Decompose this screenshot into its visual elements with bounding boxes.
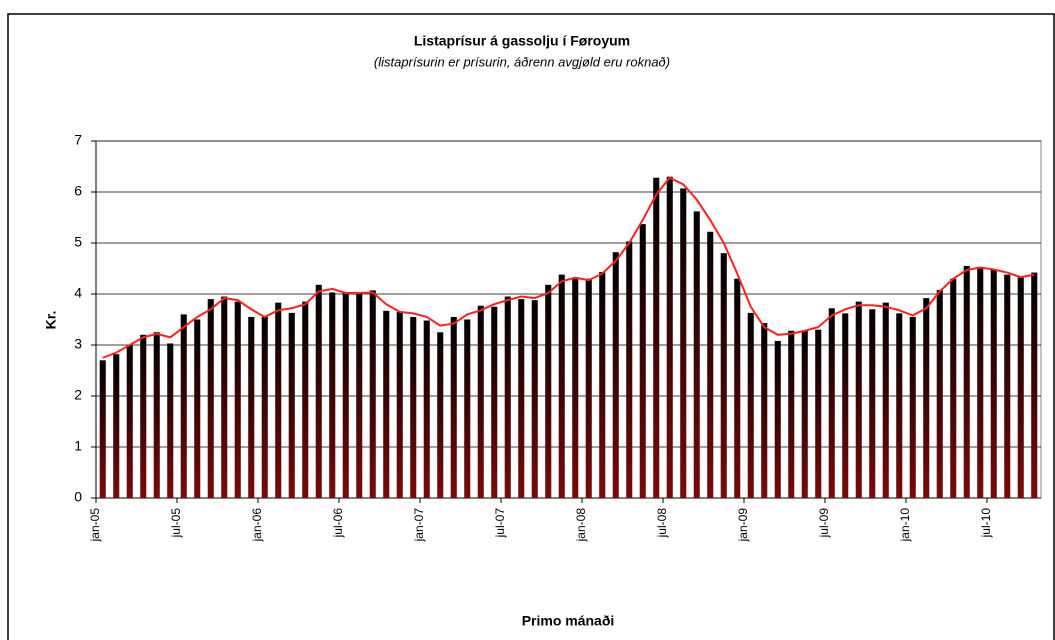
bar xyxy=(936,289,943,498)
bar xyxy=(99,360,106,498)
bar xyxy=(774,340,781,498)
bar xyxy=(437,332,444,498)
bar xyxy=(869,309,876,498)
bar xyxy=(194,319,201,498)
bar xyxy=(504,296,511,498)
x-tick-label: jan-09 xyxy=(736,508,750,543)
bar xyxy=(531,300,538,498)
bar xyxy=(410,316,417,498)
bar xyxy=(288,312,295,498)
bar xyxy=(113,354,120,498)
y-tick-label: 7 xyxy=(74,132,82,148)
x-tick-label: jul-07 xyxy=(493,508,507,539)
bar xyxy=(207,299,214,498)
x-tick-label: jul-09 xyxy=(817,508,831,539)
bar xyxy=(882,302,889,498)
bar xyxy=(585,278,592,498)
bar xyxy=(707,231,714,498)
bar xyxy=(815,329,822,498)
x-tick-label: jan-06 xyxy=(250,508,264,543)
bar xyxy=(261,316,268,498)
y-tick-label: 6 xyxy=(74,183,82,199)
x-tick-label: jan-08 xyxy=(574,508,588,543)
bar xyxy=(450,316,457,498)
bar xyxy=(234,301,241,498)
bar xyxy=(1004,274,1011,498)
bar xyxy=(275,302,282,498)
bar xyxy=(342,292,349,498)
bar xyxy=(896,313,903,498)
bar xyxy=(572,278,579,498)
bar xyxy=(653,177,660,498)
bar xyxy=(396,311,403,498)
bar xyxy=(734,278,741,498)
bar xyxy=(180,314,187,498)
bar xyxy=(167,343,174,498)
bar xyxy=(140,334,147,498)
bar xyxy=(950,278,957,498)
x-tick-label: jan-05 xyxy=(88,508,102,543)
bar xyxy=(693,211,700,498)
bar xyxy=(491,306,498,498)
y-tick-label: 1 xyxy=(74,438,82,454)
bar xyxy=(801,330,808,498)
x-tick-label: jan-07 xyxy=(412,508,426,543)
bar xyxy=(356,292,363,498)
bar xyxy=(221,296,228,498)
bar xyxy=(666,176,673,498)
bar xyxy=(909,316,916,498)
bar xyxy=(828,308,835,498)
y-tick-label: 5 xyxy=(74,234,82,250)
x-tick-label: jul-10 xyxy=(979,508,993,539)
y-axis-label: Kr. xyxy=(43,311,59,330)
x-tick-label: jul-05 xyxy=(169,508,183,539)
y-tick-label: 4 xyxy=(74,285,82,301)
y-tick-label: 0 xyxy=(74,489,82,505)
bar xyxy=(464,319,471,498)
bar xyxy=(1031,272,1038,498)
bar xyxy=(680,188,687,498)
bar xyxy=(315,284,322,498)
bar xyxy=(923,298,930,498)
bar xyxy=(626,241,633,498)
bar xyxy=(153,332,160,498)
bar xyxy=(720,253,727,498)
bar xyxy=(747,312,754,498)
bar xyxy=(545,284,552,498)
y-tick-label: 2 xyxy=(74,387,82,403)
bar xyxy=(423,320,430,498)
bar xyxy=(612,252,619,498)
bar xyxy=(788,330,795,498)
chart-subtitle: (listaprísurin er prísurin, áðrenn avgjø… xyxy=(374,54,670,69)
bar xyxy=(558,274,565,498)
line xyxy=(102,176,1035,359)
bar xyxy=(369,290,376,498)
bar xyxy=(248,316,255,498)
y-tick-label: 3 xyxy=(74,336,82,352)
bar xyxy=(761,323,768,498)
bar xyxy=(977,268,984,498)
chart-title: Listaprísur á gassolju í Føroyum xyxy=(414,33,630,49)
bar xyxy=(329,292,336,498)
bar xyxy=(477,305,484,498)
x-tick-label: jul-08 xyxy=(655,508,669,539)
x-axis-label: Primo mánaði xyxy=(522,613,615,629)
bar xyxy=(302,301,309,498)
x-tick-label: jul-06 xyxy=(331,508,345,539)
bar xyxy=(126,345,133,498)
bar xyxy=(963,265,970,498)
x-tick-label: jan-10 xyxy=(898,508,912,543)
bar xyxy=(383,310,390,498)
bar xyxy=(639,224,646,498)
bar xyxy=(599,272,606,498)
bar xyxy=(842,313,849,498)
bar xyxy=(1017,276,1024,498)
bar xyxy=(855,301,862,498)
bar xyxy=(518,299,525,498)
bar xyxy=(990,269,997,498)
